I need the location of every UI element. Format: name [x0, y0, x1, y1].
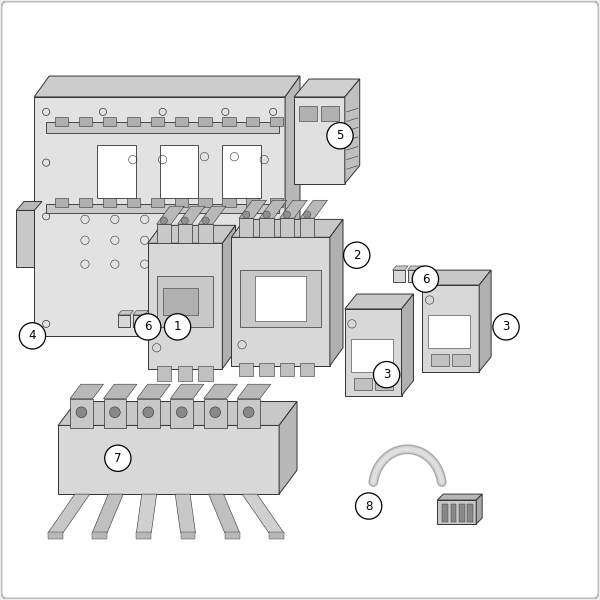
- FancyBboxPatch shape: [103, 116, 116, 125]
- FancyBboxPatch shape: [437, 500, 476, 524]
- Polygon shape: [209, 494, 239, 533]
- FancyBboxPatch shape: [451, 503, 457, 521]
- Circle shape: [373, 362, 400, 388]
- FancyBboxPatch shape: [178, 365, 192, 380]
- FancyBboxPatch shape: [151, 199, 164, 208]
- FancyBboxPatch shape: [55, 199, 68, 208]
- FancyBboxPatch shape: [163, 288, 199, 315]
- Circle shape: [304, 211, 311, 218]
- FancyBboxPatch shape: [223, 199, 235, 208]
- Polygon shape: [345, 294, 413, 309]
- Text: 6: 6: [422, 272, 429, 286]
- Polygon shape: [204, 384, 237, 398]
- FancyBboxPatch shape: [428, 315, 470, 348]
- FancyBboxPatch shape: [259, 364, 274, 376]
- FancyBboxPatch shape: [300, 218, 314, 237]
- Text: 3: 3: [383, 368, 390, 381]
- Polygon shape: [242, 494, 284, 533]
- Polygon shape: [16, 211, 34, 267]
- FancyBboxPatch shape: [374, 377, 392, 389]
- Polygon shape: [118, 311, 133, 315]
- FancyBboxPatch shape: [151, 116, 164, 125]
- Polygon shape: [70, 384, 104, 398]
- Polygon shape: [34, 97, 285, 336]
- Circle shape: [210, 407, 221, 418]
- Text: 8: 8: [365, 500, 373, 512]
- FancyBboxPatch shape: [92, 532, 107, 539]
- Circle shape: [164, 314, 191, 340]
- FancyBboxPatch shape: [204, 398, 227, 428]
- FancyBboxPatch shape: [223, 145, 261, 199]
- FancyBboxPatch shape: [199, 365, 213, 380]
- Circle shape: [327, 122, 353, 149]
- FancyBboxPatch shape: [133, 315, 145, 327]
- Polygon shape: [92, 494, 123, 533]
- Circle shape: [160, 217, 167, 224]
- Circle shape: [283, 211, 290, 218]
- FancyBboxPatch shape: [223, 116, 235, 125]
- Circle shape: [344, 242, 370, 268]
- FancyBboxPatch shape: [157, 276, 214, 327]
- Polygon shape: [148, 243, 223, 368]
- FancyBboxPatch shape: [55, 116, 68, 125]
- Polygon shape: [136, 494, 157, 533]
- FancyBboxPatch shape: [127, 116, 140, 125]
- FancyBboxPatch shape: [280, 218, 294, 237]
- FancyBboxPatch shape: [79, 199, 92, 208]
- FancyBboxPatch shape: [46, 205, 279, 214]
- Text: 2: 2: [353, 249, 361, 262]
- Polygon shape: [259, 200, 287, 218]
- Circle shape: [105, 445, 131, 472]
- Polygon shape: [199, 206, 226, 224]
- Polygon shape: [437, 494, 482, 500]
- Polygon shape: [476, 494, 482, 524]
- Polygon shape: [294, 79, 360, 97]
- Polygon shape: [48, 494, 90, 533]
- FancyBboxPatch shape: [199, 199, 212, 208]
- Polygon shape: [223, 226, 235, 368]
- Circle shape: [143, 407, 154, 418]
- FancyBboxPatch shape: [442, 503, 448, 521]
- Polygon shape: [422, 285, 479, 371]
- Text: 7: 7: [114, 452, 122, 465]
- Circle shape: [242, 211, 250, 218]
- FancyBboxPatch shape: [178, 224, 192, 243]
- Circle shape: [356, 493, 382, 519]
- Polygon shape: [285, 76, 300, 336]
- FancyBboxPatch shape: [255, 276, 306, 321]
- Text: 3: 3: [502, 320, 510, 334]
- FancyBboxPatch shape: [467, 503, 473, 521]
- Polygon shape: [148, 226, 235, 243]
- Polygon shape: [175, 494, 196, 533]
- FancyBboxPatch shape: [46, 122, 279, 133]
- Circle shape: [134, 314, 161, 340]
- Polygon shape: [232, 237, 330, 365]
- FancyBboxPatch shape: [175, 199, 188, 208]
- FancyBboxPatch shape: [431, 354, 449, 365]
- FancyBboxPatch shape: [459, 503, 465, 521]
- Circle shape: [243, 407, 254, 418]
- Polygon shape: [294, 97, 345, 184]
- FancyBboxPatch shape: [127, 199, 140, 208]
- Polygon shape: [137, 384, 170, 398]
- Circle shape: [109, 407, 120, 418]
- Polygon shape: [34, 76, 300, 97]
- Circle shape: [76, 407, 87, 418]
- Circle shape: [176, 407, 187, 418]
- Polygon shape: [392, 266, 408, 270]
- FancyBboxPatch shape: [160, 145, 199, 199]
- FancyBboxPatch shape: [137, 398, 160, 428]
- Polygon shape: [16, 202, 42, 211]
- FancyBboxPatch shape: [118, 315, 130, 327]
- Circle shape: [19, 323, 46, 349]
- Polygon shape: [479, 270, 491, 371]
- FancyBboxPatch shape: [392, 270, 404, 282]
- FancyBboxPatch shape: [97, 145, 136, 199]
- Polygon shape: [280, 200, 307, 218]
- FancyBboxPatch shape: [239, 218, 253, 237]
- Circle shape: [412, 266, 439, 292]
- Polygon shape: [407, 266, 423, 270]
- Text: 4: 4: [29, 329, 36, 343]
- Text: 1: 1: [174, 320, 181, 334]
